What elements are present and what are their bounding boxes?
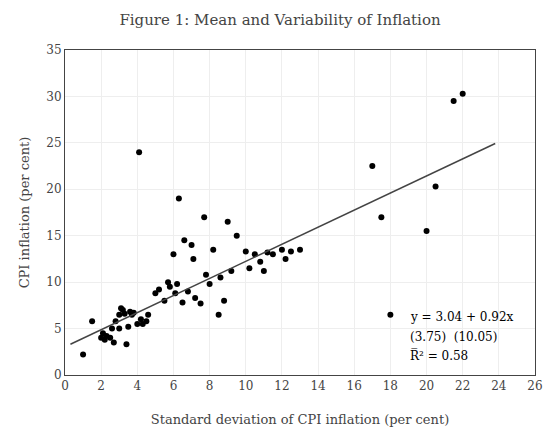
svg-text:16: 16 [347, 379, 362, 393]
svg-text:4: 4 [133, 379, 141, 393]
svg-text:0: 0 [61, 379, 69, 393]
svg-text:6: 6 [170, 379, 178, 393]
svg-text:24: 24 [491, 379, 507, 393]
svg-text:30: 30 [46, 90, 61, 104]
svg-text:0: 0 [54, 368, 62, 382]
svg-text:15: 15 [46, 229, 61, 243]
svg-text:20: 20 [419, 379, 434, 393]
svg-text:CPI inflation (per cent): CPI inflation (per cent) [17, 137, 32, 289]
svg-text:22: 22 [455, 379, 470, 393]
svg-text:10: 10 [238, 379, 253, 393]
svg-text:Figure 1: Mean and Variability: Figure 1: Mean and Variability of Inflat… [119, 11, 441, 29]
svg-text:Standard deviation of CPI infl: Standard deviation of CPI inflation (per… [151, 412, 449, 427]
svg-text:8: 8 [206, 379, 214, 393]
svg-text:10: 10 [46, 275, 61, 289]
svg-text:18: 18 [383, 379, 398, 393]
svg-text:14: 14 [310, 379, 326, 393]
svg-text:2: 2 [97, 379, 105, 393]
svg-text:20: 20 [46, 182, 61, 196]
svg-text:25: 25 [46, 136, 61, 150]
svg-text:(3.75) (10.05): (3.75) (10.05) [410, 330, 497, 344]
svg-text:5: 5 [54, 322, 62, 336]
svg-text:12: 12 [274, 379, 289, 393]
svg-text:y = 3.04 + 0.92x: y = 3.04 + 0.92x [410, 310, 514, 324]
svg-text:35: 35 [46, 43, 61, 57]
svg-text:R̅² = 0.58: R̅² = 0.58 [410, 348, 468, 363]
svg-text:26: 26 [527, 379, 542, 393]
